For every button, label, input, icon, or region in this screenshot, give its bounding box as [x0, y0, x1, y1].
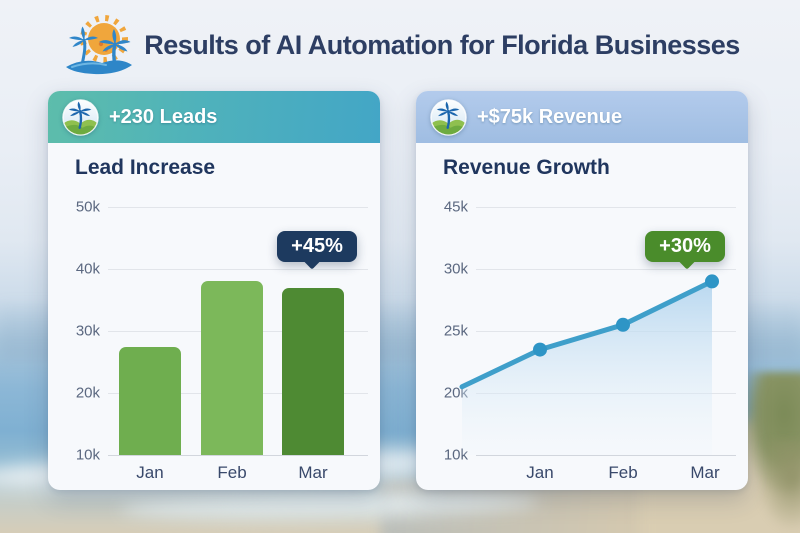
- gridline: [108, 269, 368, 270]
- leads-card-body: Lead Increase 50k 40k 30k 20k 10k Jan Feb Mar +4…: [48, 143, 380, 490]
- data-point-feb: [616, 317, 630, 332]
- area-fill: [462, 281, 712, 455]
- background-shrubs: [756, 440, 800, 530]
- wave-foam: [119, 488, 541, 522]
- x-axis-label-jan: Jan: [526, 463, 554, 482]
- revenue-growth-line-chart: 45k 30k 25k 20k 10k Jan Feb Mar +30%: [428, 199, 748, 489]
- y-axis-label: 45k: [443, 198, 468, 216]
- palm-island-icon: [430, 98, 467, 136]
- bar-mar: [282, 287, 344, 455]
- y-axis-label: 25k: [443, 322, 468, 340]
- growth-badge: +30%: [645, 231, 725, 270]
- background-palm-trees: [742, 372, 800, 492]
- gridline: [476, 207, 736, 208]
- leads-card: +230 Leads Lead Increase 50k 40k 30k 20k 10k…: [48, 91, 380, 490]
- y-axis-label: 10k: [75, 446, 100, 464]
- revenue-card: +$75k Revenue Revenue Growth 45k 30k 25k 20…: [416, 91, 748, 490]
- y-axis-label: 10k: [443, 446, 468, 464]
- gridline: [108, 207, 368, 208]
- gridline: [476, 269, 736, 270]
- data-point-mar: [705, 274, 719, 289]
- x-axis-label-mar: Mar: [690, 463, 720, 482]
- revenue-line-plot: [459, 274, 719, 455]
- revenue-line: [459, 278, 715, 390]
- gridline: [476, 455, 736, 456]
- x-axis-label-feb: Feb: [608, 463, 638, 482]
- leads-banner: +230 Leads: [48, 91, 380, 143]
- y-axis-label: 30k: [443, 260, 468, 278]
- growth-badge: +45%: [277, 231, 357, 270]
- bar-feb: [201, 281, 263, 455]
- y-axis-label: 30k: [75, 322, 100, 340]
- y-axis-label: 20k: [75, 384, 100, 402]
- bar-jan: [119, 346, 181, 455]
- palm-sun-logo-icon: [66, 15, 133, 75]
- palm-island-icon: [62, 98, 99, 136]
- y-axis-label: 50k: [75, 198, 100, 216]
- x-axis-label-mar: Mar: [298, 463, 328, 482]
- revenue-banner: +$75k Revenue: [416, 91, 748, 143]
- lead-increase-bar-chart: 50k 40k 30k 20k 10k Jan Feb Mar +45%: [60, 199, 380, 489]
- revenue-card-body: Revenue Growth 45k 30k 25k 20k 10k Jan Feb Mar +…: [416, 143, 748, 490]
- gridline: [108, 455, 368, 456]
- x-axis-label-feb: Feb: [217, 463, 247, 482]
- leads-chart-title: Lead Increase: [75, 156, 216, 179]
- x-axis-label-jan: Jan: [136, 463, 164, 482]
- revenue-banner-label: +$75k Revenue: [477, 105, 623, 128]
- badge-pointer: [303, 252, 321, 270]
- y-axis-label: 40k: [75, 260, 100, 278]
- header: Results of AI Automation for Florida Bus…: [0, 8, 800, 82]
- data-point-jan: [533, 342, 547, 357]
- page-title: Results of AI Automation for Florida Bus…: [144, 29, 740, 60]
- leads-banner-label: +230 Leads: [109, 105, 218, 128]
- revenue-chart-title: Revenue Growth: [443, 156, 610, 179]
